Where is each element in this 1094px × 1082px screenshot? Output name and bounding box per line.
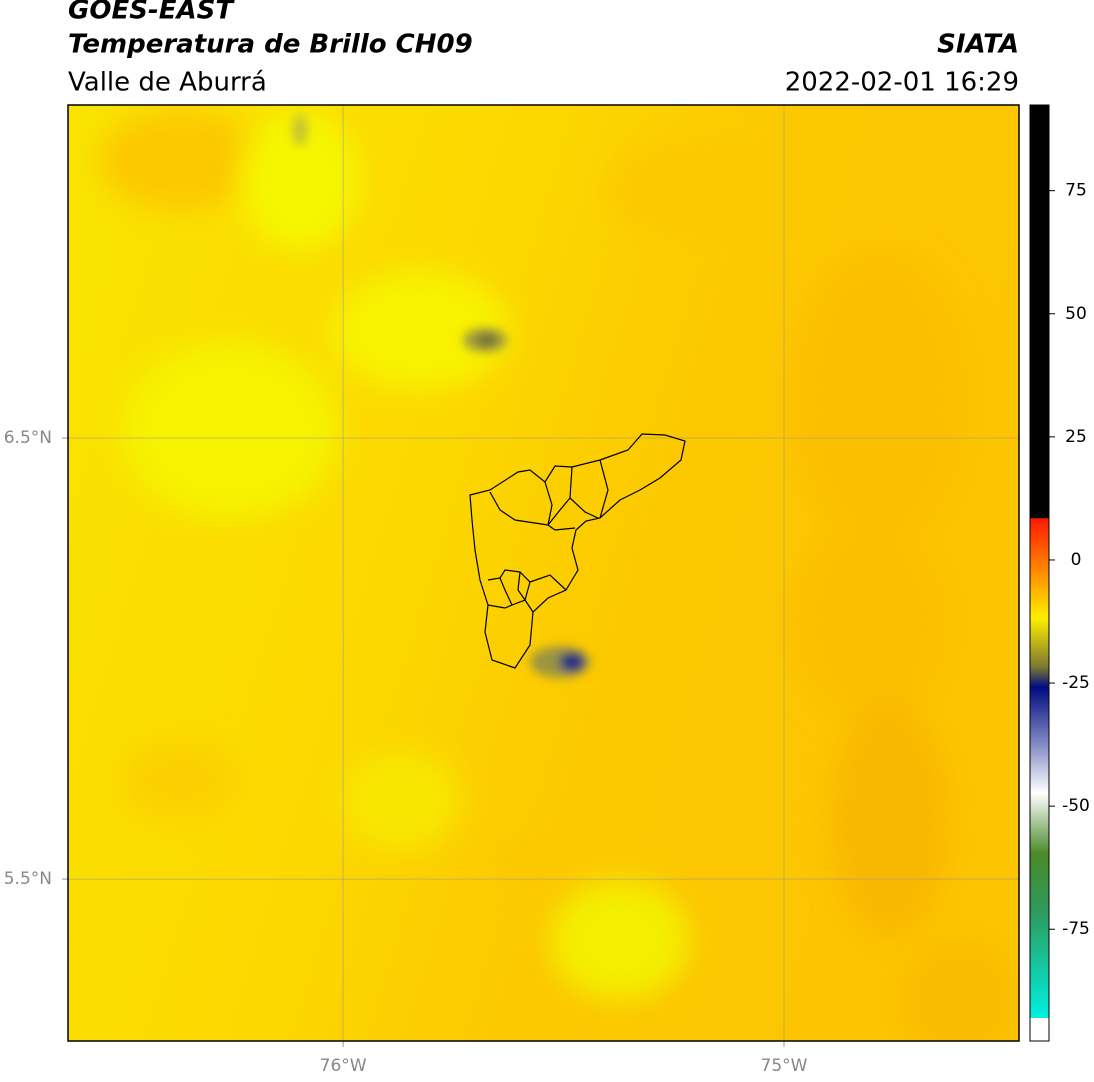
colorbar-label: -50 [1062, 796, 1090, 816]
municipal-boundaries [469, 433, 686, 669]
timestamp: 2022-02-01 16:29 [785, 68, 1019, 98]
source: SIATA [937, 30, 1019, 60]
colorbar-under [1030, 1018, 1049, 1041]
lat-label: 5.5°N [4, 869, 52, 889]
colorbar-label: 75 [1065, 181, 1087, 201]
colorbar-label: 25 [1065, 427, 1087, 447]
lon-label: 75°W [761, 1056, 808, 1076]
graticule [62, 105, 1019, 1047]
colorbar-label: 50 [1065, 304, 1087, 324]
colorbar-frame [1029, 104, 1050, 1042]
colorbar [1030, 105, 1049, 1041]
colorbar-label: -25 [1062, 673, 1090, 693]
map-frame [67, 104, 1020, 1042]
title: GOES-EAST [68, 0, 235, 26]
lat-label: 6.5°N [4, 428, 52, 448]
colorbar-ticks: 75 50 25 0 -25 -50 -75 [1049, 181, 1090, 939]
colorbar-label: 0 [1071, 550, 1082, 570]
map-image [68, 105, 1019, 1041]
lon-label: 76°W [320, 1056, 367, 1076]
subtitle: Temperatura de Brillo CH09 [68, 30, 473, 60]
colorbar-label: -75 [1062, 919, 1090, 939]
region: Valle de Aburrá [68, 68, 267, 98]
